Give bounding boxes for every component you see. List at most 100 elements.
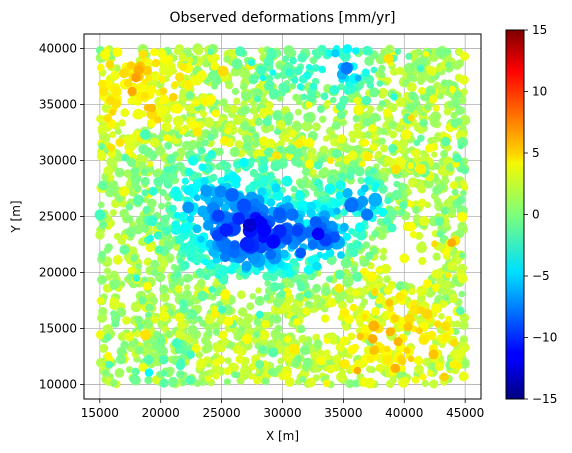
data-point — [173, 47, 182, 55]
data-point — [158, 311, 170, 322]
data-point — [342, 44, 353, 54]
data-point — [224, 127, 232, 135]
data-point — [326, 254, 337, 265]
data-point — [187, 155, 199, 166]
data-point — [282, 134, 290, 142]
data-point — [412, 214, 421, 223]
data-point — [357, 177, 365, 185]
data-point — [399, 253, 410, 264]
data-point — [242, 218, 257, 233]
data-point — [316, 349, 325, 359]
y-tick-label: 10000 — [39, 377, 77, 391]
data-point — [158, 202, 166, 210]
data-point — [380, 263, 391, 274]
data-point — [185, 375, 195, 385]
data-point — [232, 212, 246, 226]
data-point — [431, 283, 441, 292]
data-point — [306, 208, 316, 218]
data-point — [291, 76, 299, 84]
data-point — [208, 70, 218, 81]
data-point — [241, 105, 251, 115]
data-point — [249, 181, 258, 190]
data-point — [354, 74, 362, 82]
data-point — [103, 114, 112, 123]
data-point — [179, 299, 188, 307]
data-point — [336, 134, 347, 144]
data-point — [297, 283, 306, 292]
data-point — [368, 124, 378, 134]
data-point — [289, 258, 299, 267]
data-point — [140, 168, 148, 176]
data-point — [440, 206, 449, 215]
data-point — [176, 321, 186, 330]
data-point — [110, 282, 118, 290]
data-point — [318, 65, 327, 74]
data-point — [142, 281, 152, 291]
data-point — [316, 105, 325, 113]
data-point — [233, 371, 241, 379]
data-point — [133, 185, 142, 193]
data-point — [363, 152, 373, 162]
data-point — [362, 45, 372, 56]
data-point — [380, 247, 388, 255]
x-axis-ticks: 15000 20000 25000 30000 35000 40000 45000 — [81, 399, 484, 420]
data-point — [339, 222, 349, 232]
data-point — [99, 362, 107, 371]
data-point — [353, 366, 362, 375]
data-point — [147, 103, 157, 113]
data-point — [375, 297, 382, 305]
data-point — [102, 369, 110, 377]
data-point — [416, 285, 427, 296]
y-tick-label: 20000 — [39, 265, 77, 279]
data-point — [324, 99, 332, 107]
data-point — [176, 147, 186, 157]
data-point — [332, 354, 342, 364]
data-point — [159, 172, 169, 182]
data-point — [123, 169, 133, 178]
data-point — [104, 243, 113, 252]
data-point — [418, 87, 426, 95]
data-point — [248, 119, 257, 128]
data-point — [301, 93, 308, 101]
data-point — [365, 251, 374, 260]
data-point — [369, 87, 380, 98]
data-point — [378, 64, 386, 73]
data-point — [443, 47, 452, 56]
data-point — [219, 223, 234, 237]
data-point — [434, 361, 445, 372]
data-point — [396, 66, 405, 75]
data-point — [187, 324, 198, 335]
data-point — [191, 343, 201, 353]
data-point — [344, 198, 359, 213]
data-point — [348, 150, 358, 160]
data-point — [146, 198, 157, 209]
data-point — [433, 320, 442, 328]
data-point — [158, 354, 169, 365]
data-point — [406, 200, 414, 208]
data-point — [259, 136, 269, 146]
data-point — [366, 271, 378, 282]
data-point — [391, 164, 401, 175]
data-point — [295, 292, 304, 302]
data-point — [125, 366, 133, 374]
data-point — [100, 49, 111, 60]
y-tick-label: 35000 — [39, 98, 77, 112]
data-point — [140, 91, 150, 101]
data-point — [286, 48, 297, 59]
data-point — [163, 179, 173, 189]
data-point — [155, 146, 166, 156]
data-point — [297, 52, 308, 63]
data-point — [138, 296, 147, 305]
data-point — [203, 117, 215, 128]
data-point — [133, 65, 144, 76]
data-point — [383, 275, 391, 283]
data-point — [187, 215, 195, 223]
data-point — [385, 77, 392, 84]
data-point — [229, 104, 239, 114]
data-point — [192, 224, 202, 234]
data-point — [331, 49, 340, 58]
data-point — [461, 183, 469, 191]
data-point — [273, 112, 282, 121]
data-point — [146, 164, 154, 173]
data-point — [106, 156, 118, 168]
